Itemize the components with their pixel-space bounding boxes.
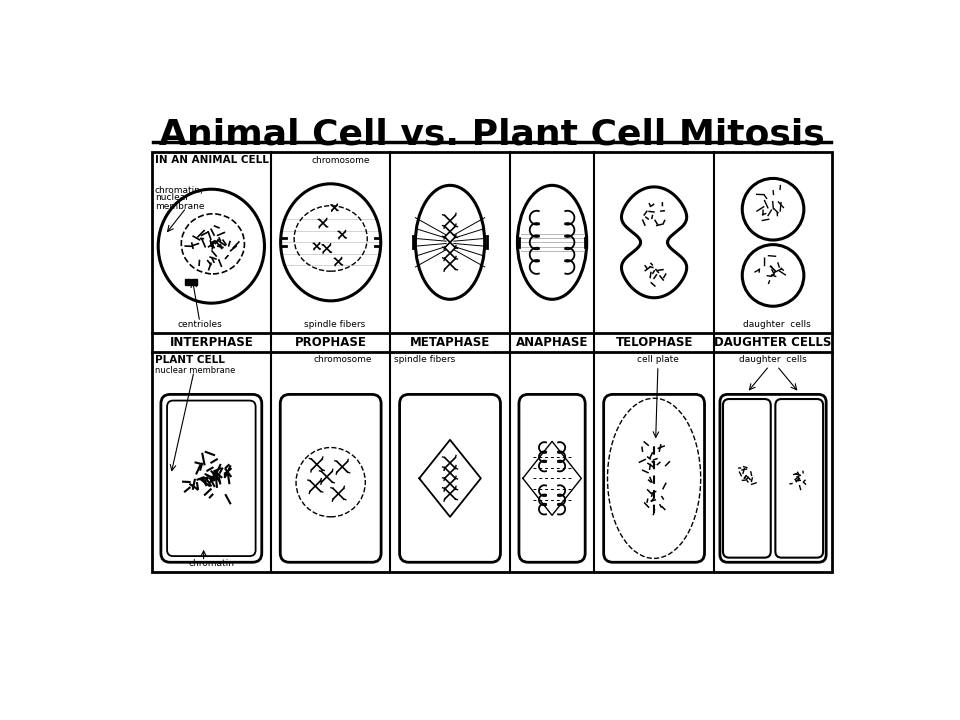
Text: membrane: membrane — [155, 202, 204, 211]
Bar — [185, 279, 190, 282]
Text: chromatin,: chromatin, — [155, 186, 204, 194]
Bar — [192, 282, 198, 285]
Text: IN AN ANIMAL CELL: IN AN ANIMAL CELL — [155, 155, 269, 165]
Text: INTERPHASE: INTERPHASE — [170, 336, 253, 349]
Text: PROPHASE: PROPHASE — [295, 336, 367, 349]
Text: daughter  cells: daughter cells — [743, 320, 811, 329]
Text: ANAPHASE: ANAPHASE — [516, 336, 588, 349]
Text: daughter  cells: daughter cells — [739, 355, 807, 364]
Bar — [185, 282, 190, 285]
Text: spindle fibers: spindle fibers — [303, 320, 365, 329]
Text: chromatin: chromatin — [188, 559, 234, 567]
Text: METAPHASE: METAPHASE — [410, 336, 491, 349]
Text: nuclear: nuclear — [155, 193, 189, 202]
Text: chromosome: chromosome — [311, 156, 370, 165]
Text: TELOPHASE: TELOPHASE — [615, 336, 693, 349]
Bar — [152, 152, 832, 572]
Text: cell plate: cell plate — [637, 355, 679, 364]
Text: spindle fibers: spindle fibers — [395, 355, 455, 364]
Bar — [192, 279, 198, 282]
Text: DAUGHTER CELLS: DAUGHTER CELLS — [714, 336, 831, 349]
Text: centrioles: centrioles — [178, 320, 222, 329]
Text: nuclear membrane: nuclear membrane — [155, 366, 235, 375]
Text: PLANT CELL: PLANT CELL — [155, 355, 225, 365]
Text: Animal Cell vs. Plant Cell Mitosis: Animal Cell vs. Plant Cell Mitosis — [159, 117, 825, 151]
Text: chromosome: chromosome — [314, 355, 372, 364]
